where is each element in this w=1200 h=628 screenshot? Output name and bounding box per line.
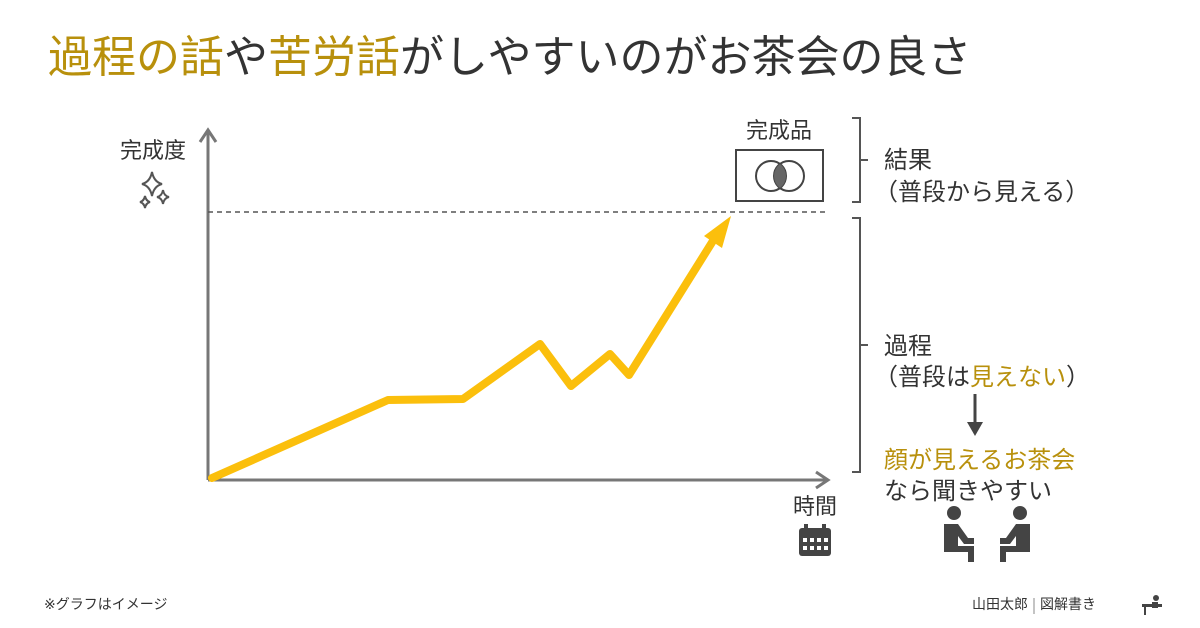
title-highlight: 過程の話 <box>48 32 224 83</box>
credit-author: 山田太郎 <box>972 597 1028 613</box>
y-arrow <box>198 127 218 143</box>
process-note-text: （普段は <box>874 363 970 391</box>
tea-party-line2: なら聞きやすい <box>884 477 1052 505</box>
title: 過程の話や苦労話がしやすいのがお茶会の良さ <box>48 32 972 83</box>
footnote: ※グラフはイメージ <box>44 597 167 613</box>
process-note-highlight: 見えない <box>970 363 1066 391</box>
tea-party-line1: 顔が見えるお茶会 <box>884 446 1075 474</box>
result-label: 結果 <box>884 146 932 174</box>
process-note: （普段は見えない） <box>874 363 1090 391</box>
down-arrowhead <box>967 422 983 436</box>
axes <box>198 127 831 490</box>
credit-brand: 図解書き <box>1040 597 1096 613</box>
y-axis-label: 完成度 <box>120 139 186 164</box>
title-text: や <box>224 32 268 83</box>
sparkle-icon <box>139 171 170 209</box>
calendar-icon <box>799 524 831 556</box>
result-note: （普段から見える） <box>874 178 1089 206</box>
title-highlight: 苦労話 <box>268 32 400 83</box>
product-label: 完成品 <box>746 119 812 144</box>
process-label: 過程 <box>884 332 932 360</box>
progress-arrowhead <box>704 216 731 248</box>
process-note-text: ） <box>1066 363 1090 391</box>
credit-icon <box>1142 595 1162 615</box>
x-arrow <box>815 470 831 490</box>
title-text: がしやすいのがお茶会の良さ <box>400 32 972 83</box>
x-axis-label: 時間 <box>793 495 837 520</box>
progress-line <box>208 232 720 482</box>
product-icon <box>735 149 824 202</box>
people-icon <box>944 506 1030 562</box>
